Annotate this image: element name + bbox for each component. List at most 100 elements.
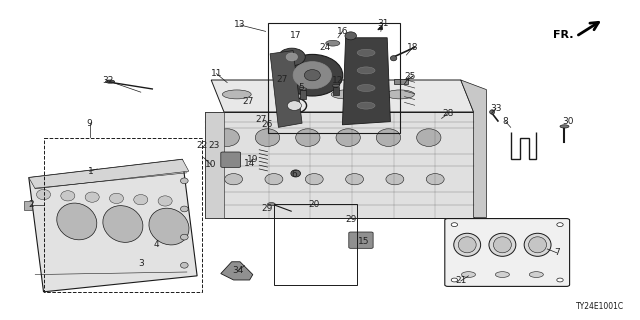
Text: 34: 34 — [232, 266, 244, 275]
Ellipse shape — [326, 40, 340, 46]
Ellipse shape — [36, 189, 51, 200]
Ellipse shape — [385, 90, 415, 99]
Text: 27: 27 — [243, 97, 254, 106]
Ellipse shape — [180, 234, 188, 240]
Bar — [274, 204, 357, 285]
Ellipse shape — [180, 206, 188, 212]
Ellipse shape — [215, 129, 239, 147]
Ellipse shape — [223, 90, 252, 99]
Ellipse shape — [149, 208, 189, 245]
Ellipse shape — [299, 88, 307, 90]
Ellipse shape — [357, 67, 375, 74]
Text: 27: 27 — [276, 75, 287, 84]
Text: 17: 17 — [290, 31, 301, 40]
Text: 10: 10 — [205, 160, 217, 169]
Ellipse shape — [557, 278, 563, 282]
Ellipse shape — [332, 84, 340, 87]
Ellipse shape — [180, 178, 188, 184]
Ellipse shape — [85, 192, 99, 202]
Text: 14: 14 — [244, 159, 255, 168]
Text: 23: 23 — [209, 141, 220, 150]
Text: TY24E1001C: TY24E1001C — [576, 302, 624, 311]
Text: 31: 31 — [377, 19, 388, 28]
Ellipse shape — [524, 233, 551, 256]
Text: 3: 3 — [138, 260, 143, 268]
Ellipse shape — [557, 223, 563, 227]
Ellipse shape — [386, 173, 404, 185]
Ellipse shape — [293, 61, 332, 89]
Ellipse shape — [286, 53, 298, 61]
Text: 20: 20 — [308, 200, 319, 209]
Ellipse shape — [265, 173, 283, 185]
Text: 1: 1 — [88, 167, 93, 176]
Ellipse shape — [490, 110, 495, 114]
Ellipse shape — [277, 90, 306, 99]
Ellipse shape — [282, 54, 343, 96]
Ellipse shape — [291, 170, 301, 177]
Text: 11: 11 — [211, 69, 222, 78]
Text: 28: 28 — [442, 109, 454, 118]
Ellipse shape — [493, 237, 511, 253]
Text: 32: 32 — [102, 76, 113, 85]
Ellipse shape — [332, 90, 360, 99]
Ellipse shape — [451, 223, 458, 227]
Ellipse shape — [61, 191, 75, 201]
Ellipse shape — [296, 129, 320, 147]
Ellipse shape — [305, 69, 321, 81]
Ellipse shape — [109, 193, 124, 204]
Ellipse shape — [158, 196, 172, 206]
Bar — [24, 201, 32, 210]
Polygon shape — [205, 112, 474, 218]
Ellipse shape — [134, 195, 148, 205]
Polygon shape — [211, 80, 474, 112]
Text: 21: 21 — [455, 276, 467, 285]
Ellipse shape — [451, 278, 458, 282]
Text: 2: 2 — [28, 200, 33, 209]
Text: 13: 13 — [234, 20, 246, 29]
Ellipse shape — [390, 56, 397, 61]
Text: 16: 16 — [337, 27, 348, 36]
Text: 27: 27 — [255, 116, 267, 124]
Ellipse shape — [268, 203, 275, 206]
Ellipse shape — [529, 237, 547, 253]
Text: 8: 8 — [503, 117, 508, 126]
Ellipse shape — [225, 173, 243, 185]
Ellipse shape — [376, 129, 401, 147]
Ellipse shape — [495, 272, 509, 277]
Ellipse shape — [560, 125, 569, 128]
Text: 26: 26 — [262, 120, 273, 129]
Text: 29: 29 — [345, 215, 356, 224]
Text: 4: 4 — [154, 240, 159, 249]
Bar — [333, 87, 339, 95]
Ellipse shape — [489, 233, 516, 256]
FancyBboxPatch shape — [349, 232, 373, 248]
Ellipse shape — [357, 102, 375, 109]
Polygon shape — [270, 51, 302, 127]
Text: 9: 9 — [87, 119, 92, 128]
Ellipse shape — [305, 173, 323, 185]
Text: 5: 5 — [298, 84, 303, 92]
Polygon shape — [29, 159, 197, 292]
FancyBboxPatch shape — [221, 152, 241, 167]
Text: 22: 22 — [196, 141, 207, 150]
Ellipse shape — [106, 80, 115, 83]
Ellipse shape — [346, 173, 364, 185]
Text: FR.: FR. — [553, 30, 573, 40]
Text: 15: 15 — [358, 237, 369, 246]
Text: 12: 12 — [332, 76, 343, 85]
Text: 30: 30 — [563, 117, 574, 126]
Ellipse shape — [529, 272, 543, 277]
Text: 6: 6 — [292, 170, 297, 179]
Ellipse shape — [417, 129, 441, 147]
Ellipse shape — [357, 84, 375, 92]
Ellipse shape — [278, 48, 305, 66]
Bar — [205, 112, 224, 218]
Text: 29: 29 — [262, 204, 273, 213]
Ellipse shape — [103, 206, 143, 242]
Ellipse shape — [287, 101, 301, 110]
Text: 7: 7 — [554, 248, 559, 257]
Ellipse shape — [458, 237, 476, 253]
Bar — [44, 138, 202, 292]
Text: 19: 19 — [247, 155, 259, 164]
Text: 18: 18 — [407, 43, 419, 52]
